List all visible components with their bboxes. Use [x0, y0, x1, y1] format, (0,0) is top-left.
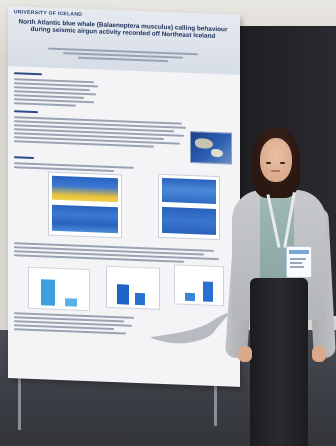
research-poster: UNIVERSITY OF ICELAND North Atlantic blu… [8, 6, 240, 387]
spectrogram-left [48, 171, 122, 239]
author-lines [38, 47, 208, 64]
bar-chart-1 [28, 266, 90, 312]
easel-leg-right [214, 370, 217, 426]
spectrogram-right [158, 173, 220, 241]
right-hand [312, 346, 326, 362]
left-hand [238, 346, 252, 362]
presenter [224, 128, 336, 446]
whale-fluke-figure [150, 312, 230, 344]
right-eye [280, 162, 285, 164]
face [260, 138, 292, 182]
institution-logo: UNIVERSITY OF ICELAND [14, 9, 83, 18]
results-heading [14, 156, 34, 160]
bar-chart-3 [174, 264, 224, 307]
bar-chart-2 [106, 265, 160, 310]
poster-header: UNIVERSITY OF ICELAND North Atlantic blu… [8, 6, 240, 75]
poster-title: North Atlantic blue whale (Balaenoptera … [18, 18, 228, 41]
name-badge [286, 246, 312, 278]
black-trousers [250, 278, 308, 446]
left-eye [266, 162, 271, 164]
easel-leg-left [18, 370, 21, 430]
mouth [271, 170, 280, 172]
